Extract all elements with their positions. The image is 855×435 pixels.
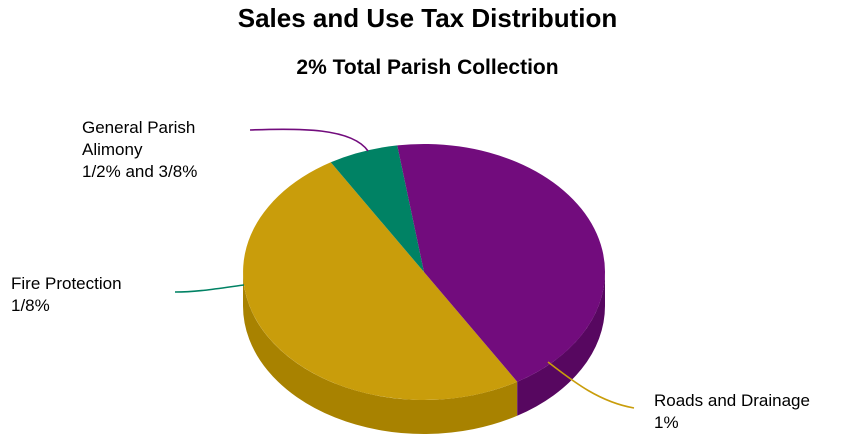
pie-side-0-0 xyxy=(243,272,518,434)
pie-slice-1 xyxy=(330,145,424,272)
slice-label-1-line-0: Fire Protection xyxy=(11,274,122,293)
pie-sides xyxy=(243,272,605,434)
leader-line-2 xyxy=(249,128,369,152)
pie-slice-2 xyxy=(397,144,605,382)
slice-label-0-line-1: 1% xyxy=(654,413,679,432)
slice-label-0-line-0: Roads and Drainage xyxy=(654,391,810,410)
leader-line-0 xyxy=(547,361,635,409)
chart-subtitle: 2% Total Parish Collection xyxy=(296,56,559,79)
slice-label-2-line-2: 1/2% and 3/8% xyxy=(82,162,197,181)
slice-label-2-line-0: General Parish xyxy=(82,118,195,137)
pie-side-2-0 xyxy=(517,272,605,416)
leader-lines xyxy=(174,128,635,409)
slice-label-1-line-1: 1/8% xyxy=(11,296,50,315)
pie-slices xyxy=(243,144,605,400)
leader-line-1 xyxy=(174,284,245,293)
pie-slice-0 xyxy=(243,162,518,400)
chart-title: Sales and Use Tax Distribution xyxy=(237,3,618,33)
slice-label-2-line-1: Alimony xyxy=(82,140,143,159)
slice-labels: Roads and Drainage 1% Fire Protection 1/8% G… xyxy=(11,118,810,432)
